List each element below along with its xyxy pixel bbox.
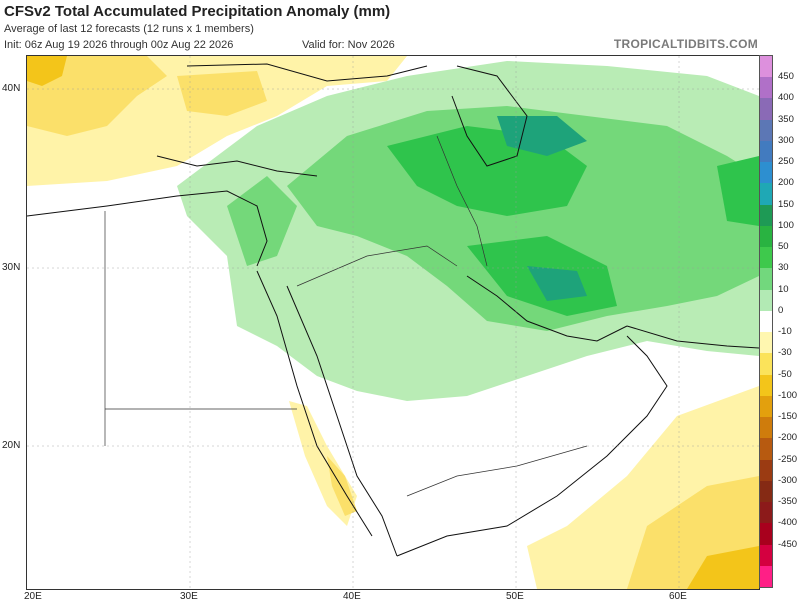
colorbar-tick-label: 200 <box>778 177 794 189</box>
lon-label-20e: 20E <box>24 591 42 602</box>
colorbar-segment <box>760 565 772 588</box>
border-layer <box>104 135 588 497</box>
colorbar-tick-label: -50 <box>778 368 792 380</box>
chart-title: CFSv2 Total Accumulated Precipitation An… <box>4 3 391 20</box>
valid-time-label: Valid for: Nov 2026 <box>302 39 395 51</box>
colorbar-segment <box>760 98 772 121</box>
colorbar-segment <box>760 204 772 227</box>
colorbar-segment <box>760 289 772 312</box>
colorbar-segment <box>760 183 772 206</box>
colorbar-tick-label: -300 <box>778 474 798 486</box>
colorbar-tick-label: -150 <box>778 411 798 423</box>
chart-subtitle: Average of last 12 forecasts (12 runs x … <box>4 23 254 35</box>
colorbar <box>759 55 773 588</box>
colorbar-tick-label: 10 <box>778 283 789 295</box>
colorbar-segment <box>760 268 772 291</box>
colorbar-tick-label: -30 <box>778 347 792 359</box>
colorbar-tick-label: 400 <box>778 92 794 104</box>
red-sea-west-coast <box>256 270 373 537</box>
colorbar-segment <box>760 140 772 163</box>
dry-anomaly-layer <box>27 56 759 589</box>
colorbar-segment <box>760 438 772 461</box>
iraq-iran-border <box>436 135 488 267</box>
colorbar-segment <box>760 502 772 524</box>
dry-area-aegean <box>177 71 267 116</box>
colorbar-tick-label: 30 <box>778 262 789 274</box>
dry-area-greece-strong <box>27 56 67 86</box>
colorbar-tick-label: 350 <box>778 113 794 125</box>
colorbar-tick-label: -350 <box>778 496 798 508</box>
colorbar-segment <box>760 374 772 397</box>
colorbar-tick-label: -200 <box>778 432 798 444</box>
colorbar-segment <box>760 544 772 567</box>
colorbar-segment <box>760 247 772 269</box>
precip-anomaly-map <box>26 55 760 590</box>
map-canvas <box>27 56 759 589</box>
lat-label-40n: 40N <box>2 83 21 94</box>
colorbar-segment <box>760 56 772 78</box>
colorbar-segment <box>760 417 772 439</box>
lat-label-30n: 30N <box>2 262 21 273</box>
caspian-sea-outline <box>451 65 528 167</box>
colorbar-segment <box>760 480 772 503</box>
colorbar-tick-label: 50 <box>778 241 789 253</box>
coastline-layer <box>27 63 759 557</box>
colorbar-segment <box>760 459 772 482</box>
lon-label-30e: 30E <box>180 591 198 602</box>
wet-area-levant <box>227 176 297 266</box>
arabian-peninsula-south-coast <box>396 335 668 557</box>
colorbar-segment <box>760 162 772 184</box>
dry-area-red-sea-core <box>327 456 357 516</box>
colorbar-tick-label: -250 <box>778 453 798 465</box>
saudi-yemen-border <box>406 445 588 497</box>
persian-gulf-coast <box>466 275 628 342</box>
colorbar-segment <box>760 353 772 376</box>
colorbar-tick-label: 0 <box>778 304 784 316</box>
colorbar-tick-label: -10 <box>778 326 792 338</box>
colorbar-tick-label: 100 <box>778 219 794 231</box>
colorbar-segment <box>760 332 772 354</box>
wet-area-afghanistan <box>717 156 759 226</box>
lon-label-50e: 50E <box>506 591 524 602</box>
colorbar-segment <box>760 395 772 418</box>
mediterranean-coast <box>27 190 268 267</box>
colorbar-tick-label: -100 <box>778 389 798 401</box>
colorbar-tick-label: -450 <box>778 538 798 550</box>
colorbar-tick-label: 250 <box>778 156 794 168</box>
colorbar-tick-label: 450 <box>778 71 794 83</box>
colorbar-segment <box>760 523 772 545</box>
colorbar-segment <box>760 119 772 142</box>
init-time-label: Init: 06z Aug 19 2026 through 00z Aug 22… <box>4 39 234 51</box>
colorbar-tick-label: 150 <box>778 198 794 210</box>
turkey-south-coast <box>156 155 318 177</box>
colorbar-segment <box>760 310 772 333</box>
lat-label-20n: 20N <box>2 440 21 451</box>
wet-area-gulf-max <box>527 266 587 301</box>
iran-south-coast <box>626 325 759 349</box>
wet-anomaly-layer <box>177 61 759 401</box>
graticule <box>27 56 759 589</box>
saudi-border-north <box>296 245 458 287</box>
colorbar-tick-label: 300 <box>778 134 794 146</box>
black-sea-coast <box>186 63 428 82</box>
dry-area-arabian-sea-strong <box>687 546 759 589</box>
colorbar-segment <box>760 77 772 99</box>
colorbar-segment <box>760 225 772 248</box>
brand-watermark: TROPICALTIDBITS.COM <box>613 37 758 51</box>
lon-label-60e: 60E <box>669 591 687 602</box>
colorbar-tick-label: -400 <box>778 517 798 529</box>
lon-label-40e: 40E <box>343 591 361 602</box>
